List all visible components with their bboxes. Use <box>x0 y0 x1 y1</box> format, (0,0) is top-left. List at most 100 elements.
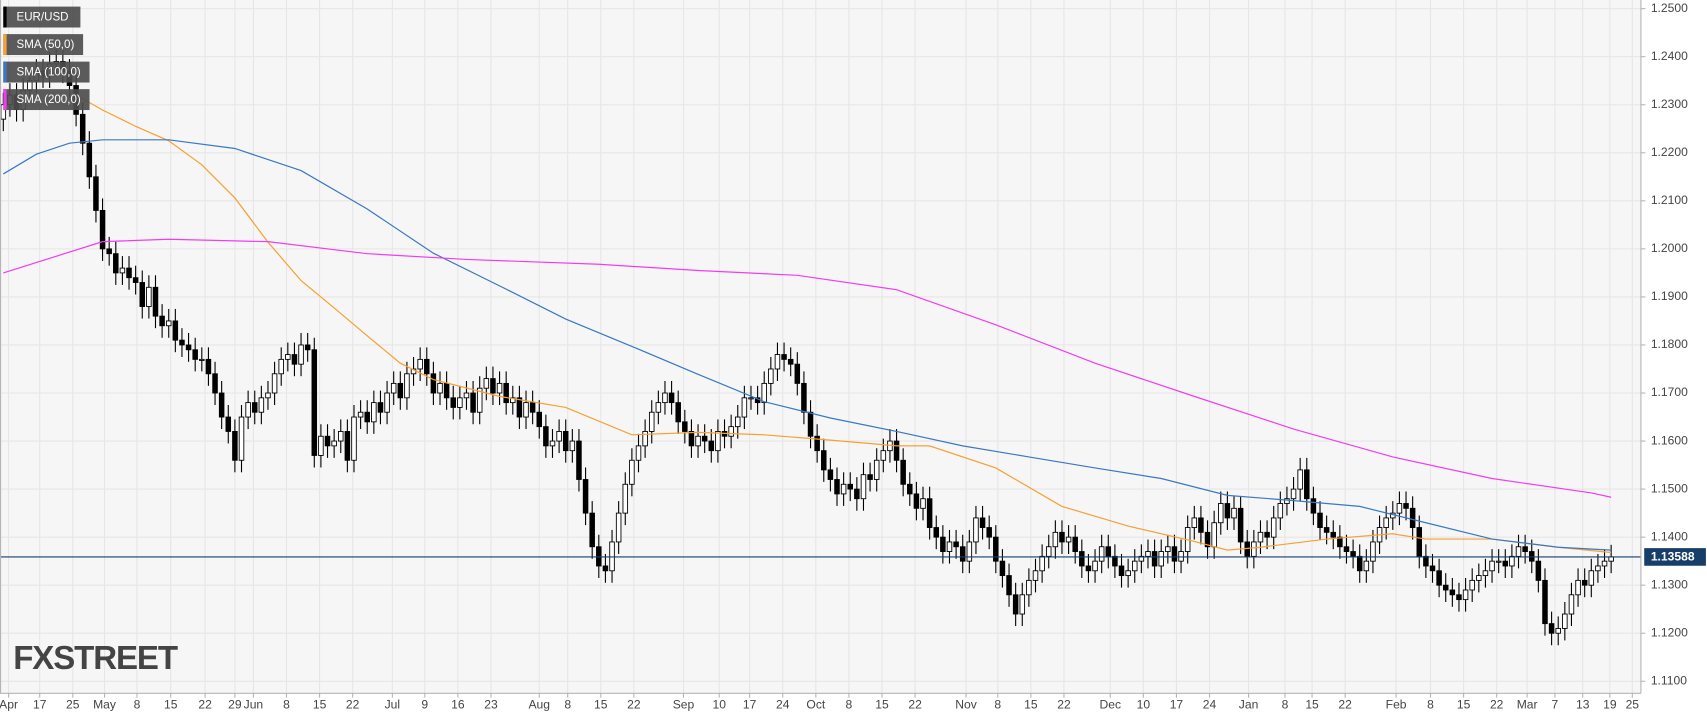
candle-body <box>761 382 767 404</box>
x-tick-label: 13 <box>1576 698 1590 712</box>
x-tick-label: 22 <box>346 698 360 712</box>
candle-body <box>338 431 344 442</box>
candle-body <box>682 421 688 432</box>
candle-body <box>1211 522 1217 548</box>
candle-body <box>781 354 787 360</box>
candle-body <box>1065 536 1072 543</box>
candle-body <box>1145 551 1151 557</box>
candle-body <box>1548 623 1555 634</box>
x-tick-label: Dec <box>1100 698 1122 712</box>
candle-body <box>1476 575 1482 581</box>
candle-body <box>940 536 946 552</box>
candle-body <box>973 517 979 543</box>
x-tick-label: 9 <box>421 698 428 712</box>
candle-body <box>1138 555 1145 562</box>
candle-body <box>1032 570 1039 581</box>
candle-body <box>609 541 615 572</box>
candle-body <box>476 387 483 413</box>
last-price-label: 1.13588 <box>1651 550 1695 564</box>
x-tick-label: 15 <box>875 698 889 712</box>
candle-body <box>1509 555 1515 567</box>
candle-body <box>675 402 681 423</box>
candle-body <box>225 416 232 432</box>
x-tick-label: 29 <box>228 698 242 712</box>
candle-body <box>1231 507 1237 519</box>
x-tick-label: 8 <box>994 698 1001 712</box>
candle-body <box>735 416 741 428</box>
candle-body <box>1112 555 1118 567</box>
candle-body <box>1462 589 1469 601</box>
candle-body <box>1131 560 1138 572</box>
candle-body <box>1072 536 1078 552</box>
candle-body <box>357 411 364 418</box>
candle-body <box>827 469 834 480</box>
candle-body <box>1304 469 1310 500</box>
candle-body <box>443 382 450 399</box>
candle-body <box>979 517 986 528</box>
candle-body <box>1039 555 1045 572</box>
candle-body <box>1191 517 1198 528</box>
candle-body <box>384 392 390 413</box>
candle-body <box>741 397 748 418</box>
x-tick-label: Aug <box>528 698 550 712</box>
y-tick-label: 1.1100 <box>1651 673 1687 687</box>
candle-body <box>278 358 284 375</box>
candle-body <box>840 483 847 495</box>
candle-body <box>1092 560 1098 572</box>
candle-body <box>146 286 152 307</box>
x-tick-label: 25 <box>66 698 80 712</box>
candle-body <box>1383 517 1389 528</box>
candle-body <box>291 354 298 365</box>
candle-body <box>860 474 867 500</box>
x-tick-label: Mar <box>1517 698 1538 712</box>
x-tick-label: Jun <box>244 698 264 712</box>
candle-body <box>1085 565 1092 572</box>
candle-body <box>424 358 430 375</box>
candle-body <box>232 431 238 461</box>
candle-body <box>1198 517 1204 533</box>
candle-body <box>1429 565 1436 572</box>
y-tick-label: 1.2500 <box>1651 1 1688 15</box>
candle-body <box>139 282 146 307</box>
candle-body <box>245 402 251 418</box>
y-tick-label: 1.1500 <box>1651 481 1688 495</box>
candle-body <box>1079 551 1085 567</box>
candle-body <box>437 382 443 394</box>
candle-body <box>1423 555 1429 567</box>
candle-body <box>529 402 536 413</box>
y-tick-label: 1.2300 <box>1651 97 1688 111</box>
x-tick-label: 17 <box>743 698 757 712</box>
candle-body <box>463 392 470 399</box>
legend: EUR/USD SMA (50,0) SMA (100,0) SMA (200,0) <box>3 6 90 111</box>
candle-body <box>397 382 404 399</box>
candle-body <box>185 344 192 351</box>
candle-body <box>1343 546 1350 552</box>
candle-body <box>873 459 880 480</box>
candle-body <box>794 363 801 384</box>
candle-body <box>93 176 99 211</box>
candle-body <box>1370 541 1376 562</box>
candle-body <box>218 392 225 418</box>
candle-body <box>629 459 635 485</box>
y-tick-label: 1.1200 <box>1651 625 1688 639</box>
candle-body <box>907 483 913 495</box>
candle-body <box>622 483 629 514</box>
y-tick-label: 1.2100 <box>1651 193 1688 207</box>
x-tick-label: 15 <box>594 698 608 712</box>
x-tick-label: 22 <box>1338 698 1352 712</box>
candle-body <box>1416 527 1423 557</box>
candle-body <box>119 267 126 274</box>
candle-body <box>1218 503 1224 524</box>
x-tick-label: 8 <box>134 698 141 712</box>
candle-body <box>993 536 999 562</box>
candle-body <box>1396 503 1403 514</box>
candle-body <box>510 397 516 404</box>
legend-label: SMA (50,0) <box>17 39 75 51</box>
candle-body <box>1535 560 1542 581</box>
y-tick-label: 1.1600 <box>1651 433 1688 447</box>
candle-body <box>1568 594 1575 615</box>
candle-body <box>1608 556 1614 562</box>
candle-body <box>688 431 695 447</box>
candle-body <box>205 358 212 375</box>
